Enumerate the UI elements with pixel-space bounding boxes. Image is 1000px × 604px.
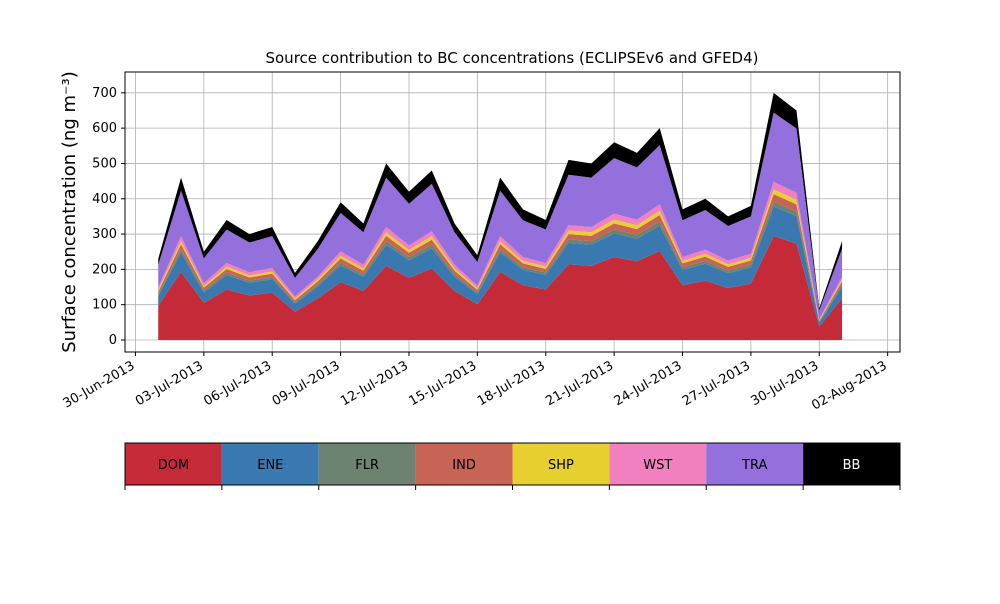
legend-swatch	[318, 443, 416, 485]
legend-label: ENE	[257, 458, 283, 473]
y-tick-label: 500	[92, 156, 117, 171]
y-axis-label: Surface concentration (ng m⁻³)	[59, 71, 80, 353]
area-shp	[158, 189, 843, 321]
area-ind	[158, 194, 843, 322]
legend-label: WST	[643, 458, 672, 473]
area-ene	[158, 206, 843, 327]
y-tick-label: 200	[92, 262, 117, 277]
legend-label: TRA	[741, 458, 767, 473]
legend-label: DOM	[158, 458, 189, 473]
x-tick-label: 27-Jul-2013	[680, 358, 753, 409]
area-flr	[158, 201, 843, 323]
area-dom	[158, 236, 843, 340]
y-tick-label: 100	[92, 298, 117, 313]
legend-swatch	[415, 443, 513, 485]
x-tick-label: 21-Jul-2013	[543, 358, 616, 409]
x-tick-label: 12-Jul-2013	[338, 358, 411, 409]
area-bb	[158, 92, 843, 311]
x-tick-label: 03-Jul-2013	[133, 358, 206, 409]
y-tick-label: 300	[92, 227, 117, 242]
legend-label: SHP	[548, 458, 574, 473]
x-tick-label: 02-Aug-2013	[809, 358, 889, 413]
legend-swatch	[221, 443, 319, 485]
x-tick-label: 24-Jul-2013	[612, 358, 685, 409]
chart-title: Source contribution to BC concentrations…	[265, 49, 758, 67]
x-tick-label: 30-Jun-2013	[61, 358, 138, 411]
y-tick-label: 400	[92, 192, 117, 207]
y-tick-label: 0	[109, 333, 117, 348]
x-tick-label: 15-Jul-2013	[407, 358, 480, 409]
area-tra	[158, 112, 843, 320]
legend-swatch	[803, 443, 900, 485]
legend-swatch	[512, 443, 610, 485]
x-tick-label: 06-Jul-2013	[201, 358, 274, 409]
legend-label: IND	[452, 458, 476, 473]
legend-swatch	[125, 443, 222, 485]
x-tick-label: 18-Jul-2013	[475, 358, 548, 409]
area-wst	[158, 181, 843, 321]
plot-frame	[124, 71, 901, 353]
x-tick-label: 09-Jul-2013	[270, 358, 343, 409]
legend-label: FLR	[355, 458, 379, 473]
legend-swatch	[706, 443, 804, 485]
y-tick-label: 600	[92, 121, 117, 136]
legend-swatch	[609, 443, 707, 485]
y-tick-label: 700	[92, 86, 117, 101]
legend-label: BB	[843, 458, 861, 473]
